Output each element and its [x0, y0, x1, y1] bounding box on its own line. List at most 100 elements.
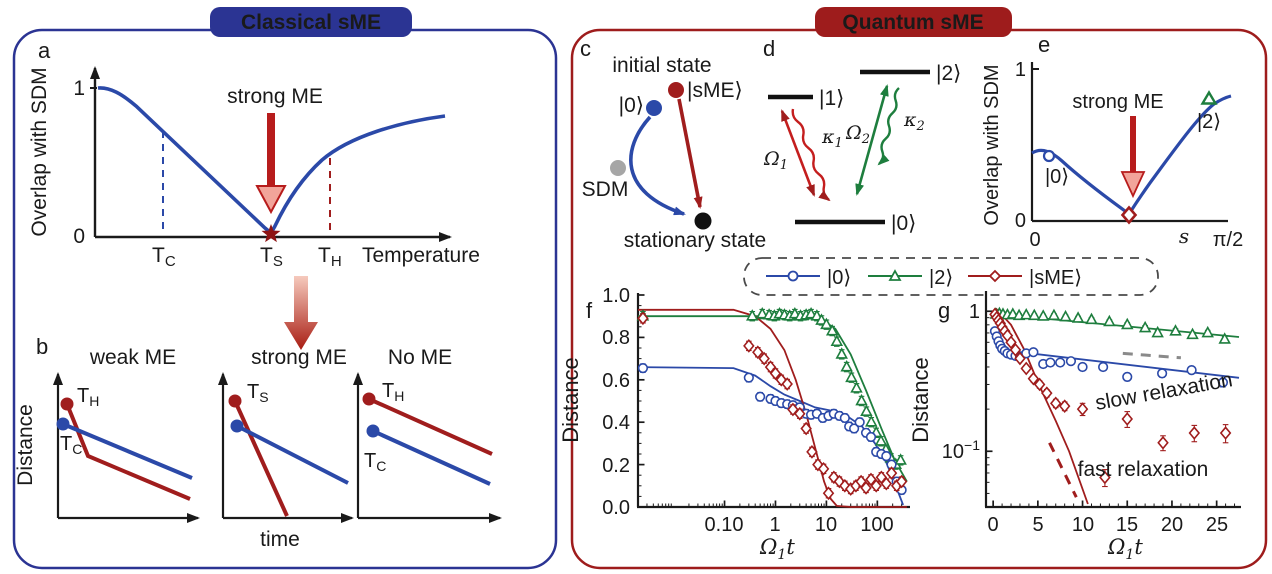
weak-me-tc-label: TC	[60, 433, 82, 457]
panel-e-sme-marker	[1120, 205, 1138, 225]
legend-sme-marker	[988, 269, 1002, 283]
data-point-diamond	[1027, 371, 1040, 386]
panel-a-xtick-th: TH	[318, 244, 342, 270]
panel-e-xtick-pi2: π/2	[1213, 229, 1243, 251]
data-point-triangle	[840, 360, 853, 372]
kappa1-label: κ1	[821, 126, 843, 151]
data-point-diamond	[1099, 470, 1111, 485]
data-point-triangle	[865, 415, 878, 427]
no-me-cold-line	[372, 429, 491, 486]
data-point-triangle	[1169, 324, 1182, 336]
sdm-dot	[610, 160, 626, 176]
data-point-triangle	[820, 317, 833, 330]
sme-state-dot	[668, 82, 684, 98]
data-point-diamond	[1009, 343, 1022, 357]
data-point-triangle	[1201, 325, 1214, 338]
data-point-diamond	[637, 311, 649, 326]
panel-a-label: a	[38, 38, 51, 63]
strong-me-star	[261, 224, 281, 243]
strong-me-cold-dot	[230, 419, 244, 433]
strong-me-arrow-e-head	[1120, 171, 1146, 199]
data-point-triangle	[850, 381, 863, 393]
data-point-diamond	[794, 406, 806, 421]
fast-relaxation-annotation: fast relaxation	[1078, 458, 1209, 481]
data-point-diamond	[865, 472, 877, 487]
panel-f-label: f	[586, 298, 593, 323]
data-point-triangle	[860, 404, 873, 416]
panel-e-xlabel: s	[1179, 224, 1189, 248]
panel-g-xtick-25: 25	[1206, 514, 1228, 536]
data-point-circle	[881, 451, 892, 462]
data-point-circle	[743, 372, 754, 383]
data-point-circle	[1122, 371, 1133, 382]
panel-a-xtick-tc: TC	[152, 244, 176, 270]
series-triangle	[989, 306, 1231, 344]
data-point-diamond	[870, 478, 882, 493]
data-point-diamond	[1157, 435, 1169, 450]
data-point-triangle	[1138, 320, 1152, 333]
initial-state-label: initial state	[612, 54, 711, 77]
no-me-tc-label: TC	[364, 450, 386, 474]
panel-g-xtick-20: 20	[1161, 514, 1183, 536]
series-triangle	[636, 307, 907, 470]
data-point-diamond	[822, 486, 835, 501]
panel-f-ytick-04: 0.4	[602, 412, 630, 434]
weak-me-cold-line	[62, 422, 193, 480]
data-point-triangle	[894, 453, 907, 465]
zero-state-dot	[646, 100, 662, 116]
data-point-diamond	[1020, 361, 1032, 376]
panel-g-xlabel: Ω1t	[1107, 535, 1143, 563]
data-point-diamond	[1121, 412, 1133, 426]
sme-state-trajectory-arrow	[677, 98, 703, 209]
classical-badge	[210, 7, 412, 37]
no-me-th-label: TH	[382, 380, 404, 404]
data-point-diamond	[817, 461, 830, 476]
data-point-diamond	[1041, 386, 1053, 401]
panel-g-xtick-10: 10	[1072, 514, 1094, 536]
data-point-triangle	[835, 347, 848, 359]
omega1-label: Ω1	[763, 148, 788, 173]
panel-b-label: b	[36, 334, 48, 359]
data-point-diamond	[1076, 402, 1089, 416]
data-point-triangle	[1121, 317, 1134, 330]
panel-a-xlabel: Temperature	[362, 244, 480, 267]
weak-me-th-label: TH	[77, 385, 99, 409]
panel-a-ytick-bottom-label: 0	[73, 225, 85, 248]
panel-a-xtick-ts: TS	[260, 244, 283, 270]
data-point-diamond	[806, 445, 818, 459]
panel-f-plot	[636, 293, 910, 509]
legend-box	[743, 257, 1159, 296]
data-point-diamond	[812, 457, 824, 472]
kappa2-label: κ2	[903, 109, 925, 134]
omega1-drive-arrow	[780, 109, 816, 197]
panel-e-ylabel: Overlap with SDM	[981, 64, 1003, 225]
panel-g-ylabel: Distance	[908, 357, 933, 443]
panel-a-ylabel: Overlap with SDM	[28, 67, 51, 236]
data-point-triangle	[1071, 311, 1085, 323]
data-point-triangle	[1059, 309, 1072, 322]
panel-f-ytick-02: 0.2	[602, 455, 630, 477]
panel-f-xlabel: Ω1t	[759, 535, 795, 563]
sdm-label: SDM	[582, 178, 629, 201]
legend-two-label: |2⟩	[929, 267, 953, 289]
panel-a-ytick-top-label: 1	[73, 77, 85, 100]
panel-g-xtick-0: 0	[987, 514, 998, 536]
data-point-diamond	[781, 377, 793, 391]
weak-me-hot-dot	[60, 397, 74, 411]
panel-e-annotation: strong ME	[1072, 91, 1163, 113]
data-point-triangle	[1151, 325, 1164, 338]
panel-b-ylabel: Distance	[14, 404, 37, 486]
data-point-circle	[849, 423, 860, 434]
data-point-triangle	[755, 307, 769, 319]
data-point-circle	[1157, 368, 1168, 379]
data-point-triangle	[1036, 309, 1050, 321]
panel-e-label: e	[1038, 32, 1050, 57]
kappa1-decay-wavy-arrow	[791, 108, 831, 202]
data-point-triangle	[855, 393, 868, 406]
data-point-diamond	[1005, 335, 1017, 350]
level-1-label: |1⟩	[819, 87, 844, 110]
data-point-triangle	[1186, 327, 1199, 340]
panel-g-label: g	[938, 298, 950, 323]
strong-me-hot-dot	[228, 394, 242, 408]
